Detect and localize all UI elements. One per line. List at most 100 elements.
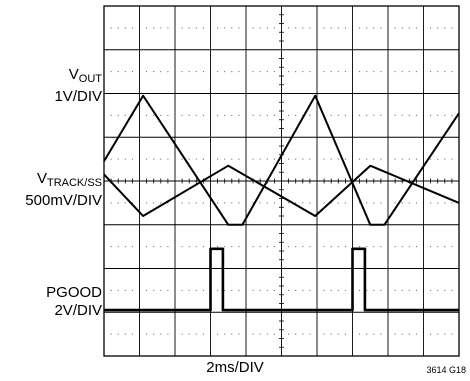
minor-dot bbox=[323, 158, 325, 160]
minor-dot bbox=[451, 27, 453, 29]
minor-dot bbox=[146, 71, 148, 73]
minor-dot bbox=[288, 202, 290, 204]
minor-dot bbox=[252, 71, 254, 73]
minor-dot bbox=[273, 114, 275, 116]
minor-dot bbox=[146, 27, 148, 29]
minor-dot bbox=[415, 289, 417, 291]
minor-dot bbox=[430, 27, 432, 29]
minor-dot bbox=[309, 27, 311, 29]
minor-dot bbox=[266, 27, 268, 29]
minor-dot bbox=[380, 333, 382, 335]
minor-dot bbox=[238, 246, 240, 248]
minor-dot bbox=[330, 333, 332, 335]
minor-dot bbox=[188, 333, 190, 335]
minor-dot bbox=[217, 333, 219, 335]
minor-dot bbox=[124, 158, 126, 160]
minor-dot bbox=[110, 202, 112, 204]
minor-dot bbox=[415, 27, 417, 29]
minor-dot bbox=[366, 202, 368, 204]
minor-dot bbox=[451, 333, 453, 335]
minor-dot bbox=[110, 158, 112, 160]
minor-dot bbox=[337, 158, 339, 160]
minor-dot bbox=[415, 114, 417, 116]
minor-dot bbox=[373, 114, 375, 116]
minor-dot bbox=[295, 333, 297, 335]
minor-dot bbox=[330, 246, 332, 248]
minor-dot bbox=[131, 202, 133, 204]
minor-dot bbox=[273, 246, 275, 248]
minor-dot bbox=[451, 114, 453, 116]
minor-dot bbox=[167, 27, 169, 29]
minor-dot bbox=[330, 27, 332, 29]
minor-dot bbox=[401, 71, 403, 73]
minor-dot bbox=[124, 202, 126, 204]
minor-dot bbox=[273, 158, 275, 160]
minor-dot bbox=[288, 333, 290, 335]
minor-dot bbox=[309, 246, 311, 248]
minor-dot bbox=[146, 246, 148, 248]
minor-dot bbox=[217, 202, 219, 204]
minor-dot bbox=[110, 27, 112, 29]
vtrack-scale: 500mV/DIV bbox=[25, 192, 102, 209]
minor-dot bbox=[451, 158, 453, 160]
minor-dot bbox=[266, 114, 268, 116]
minor-dot bbox=[359, 202, 361, 204]
minor-dot bbox=[224, 158, 226, 160]
minor-dot bbox=[153, 333, 155, 335]
minor-dot bbox=[266, 158, 268, 160]
minor-dot bbox=[437, 246, 439, 248]
minor-dot bbox=[167, 333, 169, 335]
minor-dot bbox=[444, 71, 446, 73]
minor-dot bbox=[394, 333, 396, 335]
minor-dot bbox=[231, 246, 233, 248]
minor-dot bbox=[309, 333, 311, 335]
minor-dot bbox=[259, 289, 261, 291]
minor-dot bbox=[110, 246, 112, 248]
minor-dot bbox=[224, 114, 226, 116]
minor-dot bbox=[202, 202, 204, 204]
minor-dot bbox=[153, 71, 155, 73]
minor-dot bbox=[444, 289, 446, 291]
minor-dot bbox=[323, 333, 325, 335]
minor-dot bbox=[217, 246, 219, 248]
minor-dot bbox=[259, 246, 261, 248]
pgood-scale: 2V/DIV bbox=[54, 302, 102, 319]
minor-dot bbox=[146, 202, 148, 204]
vout-scale: 1V/DIV bbox=[54, 88, 102, 105]
minor-dot bbox=[394, 246, 396, 248]
minor-dot bbox=[437, 158, 439, 160]
minor-dot bbox=[373, 27, 375, 29]
minor-dot bbox=[224, 27, 226, 29]
minor-dot bbox=[430, 202, 432, 204]
minor-dot bbox=[266, 202, 268, 204]
minor-dot bbox=[146, 114, 148, 116]
minor-dot bbox=[153, 289, 155, 291]
minor-dot bbox=[160, 246, 162, 248]
minor-dot bbox=[401, 202, 403, 204]
minor-dot bbox=[380, 27, 382, 29]
minor-dot bbox=[202, 114, 204, 116]
minor-dot bbox=[444, 202, 446, 204]
minor-dot bbox=[430, 114, 432, 116]
minor-dot bbox=[451, 202, 453, 204]
minor-dot bbox=[238, 114, 240, 116]
minor-dot bbox=[444, 27, 446, 29]
minor-dot bbox=[444, 333, 446, 335]
minor-dot bbox=[394, 202, 396, 204]
minor-dot bbox=[437, 202, 439, 204]
minor-dot bbox=[167, 246, 169, 248]
grid bbox=[103, 5, 460, 357]
x-axis-label: 2ms/DIV bbox=[206, 359, 264, 376]
minor-dot bbox=[224, 202, 226, 204]
traces bbox=[103, 94, 460, 312]
minor-dot bbox=[224, 246, 226, 248]
minor-dot bbox=[302, 27, 304, 29]
minor-dot bbox=[252, 114, 254, 116]
minor-dot bbox=[401, 114, 403, 116]
minor-dot bbox=[415, 333, 417, 335]
minor-dot bbox=[153, 27, 155, 29]
minor-dot bbox=[181, 289, 183, 291]
minor-dot bbox=[288, 246, 290, 248]
minor-dot bbox=[337, 289, 339, 291]
minor-dot bbox=[430, 333, 432, 335]
